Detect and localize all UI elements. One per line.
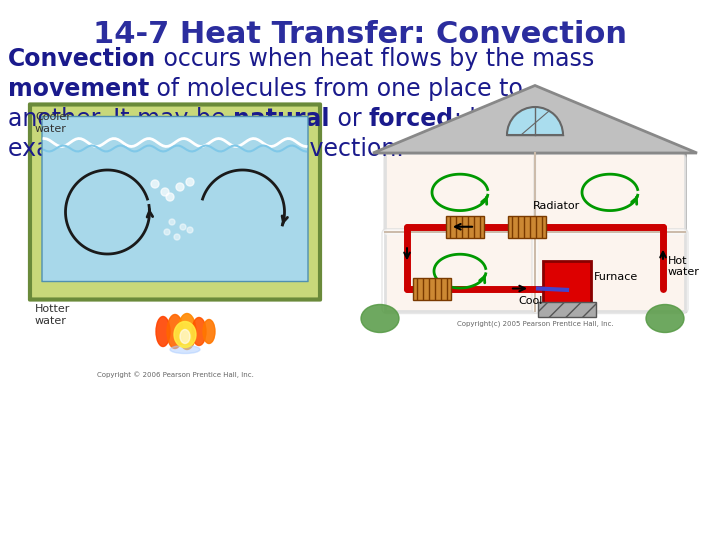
Circle shape bbox=[186, 178, 194, 186]
Text: ; both these: ; both these bbox=[454, 107, 596, 131]
Ellipse shape bbox=[156, 316, 170, 347]
Bar bbox=[385, 153, 685, 310]
Text: 14-7 Heat Transfer: Convection: 14-7 Heat Transfer: Convection bbox=[93, 20, 627, 49]
Bar bbox=[508, 216, 546, 238]
Text: movement: movement bbox=[8, 77, 149, 101]
Text: occurs when heat flows by the mass: occurs when heat flows by the mass bbox=[156, 47, 595, 71]
Circle shape bbox=[174, 234, 180, 240]
Text: examples are natural convection.: examples are natural convection. bbox=[8, 137, 404, 161]
Circle shape bbox=[151, 180, 159, 188]
Text: Cooler
water: Cooler water bbox=[35, 112, 71, 134]
Circle shape bbox=[180, 224, 186, 230]
Text: Cool: Cool bbox=[519, 296, 543, 307]
Text: natural: natural bbox=[233, 107, 330, 131]
Text: Convection: Convection bbox=[8, 47, 156, 71]
Text: of molecules from one place to: of molecules from one place to bbox=[149, 77, 523, 101]
Ellipse shape bbox=[361, 305, 399, 333]
FancyBboxPatch shape bbox=[532, 229, 688, 314]
Text: another. It may be: another. It may be bbox=[8, 107, 233, 131]
Circle shape bbox=[169, 219, 175, 225]
Ellipse shape bbox=[646, 305, 684, 333]
Circle shape bbox=[187, 227, 193, 233]
FancyBboxPatch shape bbox=[384, 154, 536, 235]
Text: forced: forced bbox=[369, 107, 454, 131]
Text: Hot
water: Hot water bbox=[668, 255, 700, 277]
Text: Furnace: Furnace bbox=[594, 272, 638, 282]
Ellipse shape bbox=[192, 318, 206, 346]
Ellipse shape bbox=[167, 314, 183, 348]
Polygon shape bbox=[373, 85, 697, 153]
FancyBboxPatch shape bbox=[382, 229, 538, 314]
Bar bbox=[413, 278, 451, 300]
Ellipse shape bbox=[174, 321, 196, 348]
Text: or: or bbox=[330, 107, 369, 131]
Text: Hotter
water: Hotter water bbox=[35, 305, 71, 326]
Text: Radiator: Radiator bbox=[533, 201, 580, 211]
Ellipse shape bbox=[178, 314, 196, 349]
Ellipse shape bbox=[203, 320, 215, 343]
Bar bbox=[543, 260, 591, 302]
Text: Copyright © 2006 Pearson Prentice Hall, Inc.: Copyright © 2006 Pearson Prentice Hall, … bbox=[96, 372, 253, 379]
Bar bbox=[538, 301, 596, 316]
Circle shape bbox=[166, 193, 174, 201]
Circle shape bbox=[164, 229, 170, 235]
Circle shape bbox=[161, 188, 169, 196]
Text: Copyright(c) 2005 Pearson Prentice Hall, Inc.: Copyright(c) 2005 Pearson Prentice Hall,… bbox=[456, 321, 613, 327]
Wedge shape bbox=[507, 107, 563, 135]
Circle shape bbox=[176, 183, 184, 191]
Bar bbox=[446, 216, 484, 238]
Ellipse shape bbox=[170, 346, 200, 354]
FancyBboxPatch shape bbox=[42, 117, 308, 281]
FancyBboxPatch shape bbox=[30, 104, 320, 300]
FancyBboxPatch shape bbox=[534, 154, 686, 235]
Ellipse shape bbox=[180, 329, 190, 343]
